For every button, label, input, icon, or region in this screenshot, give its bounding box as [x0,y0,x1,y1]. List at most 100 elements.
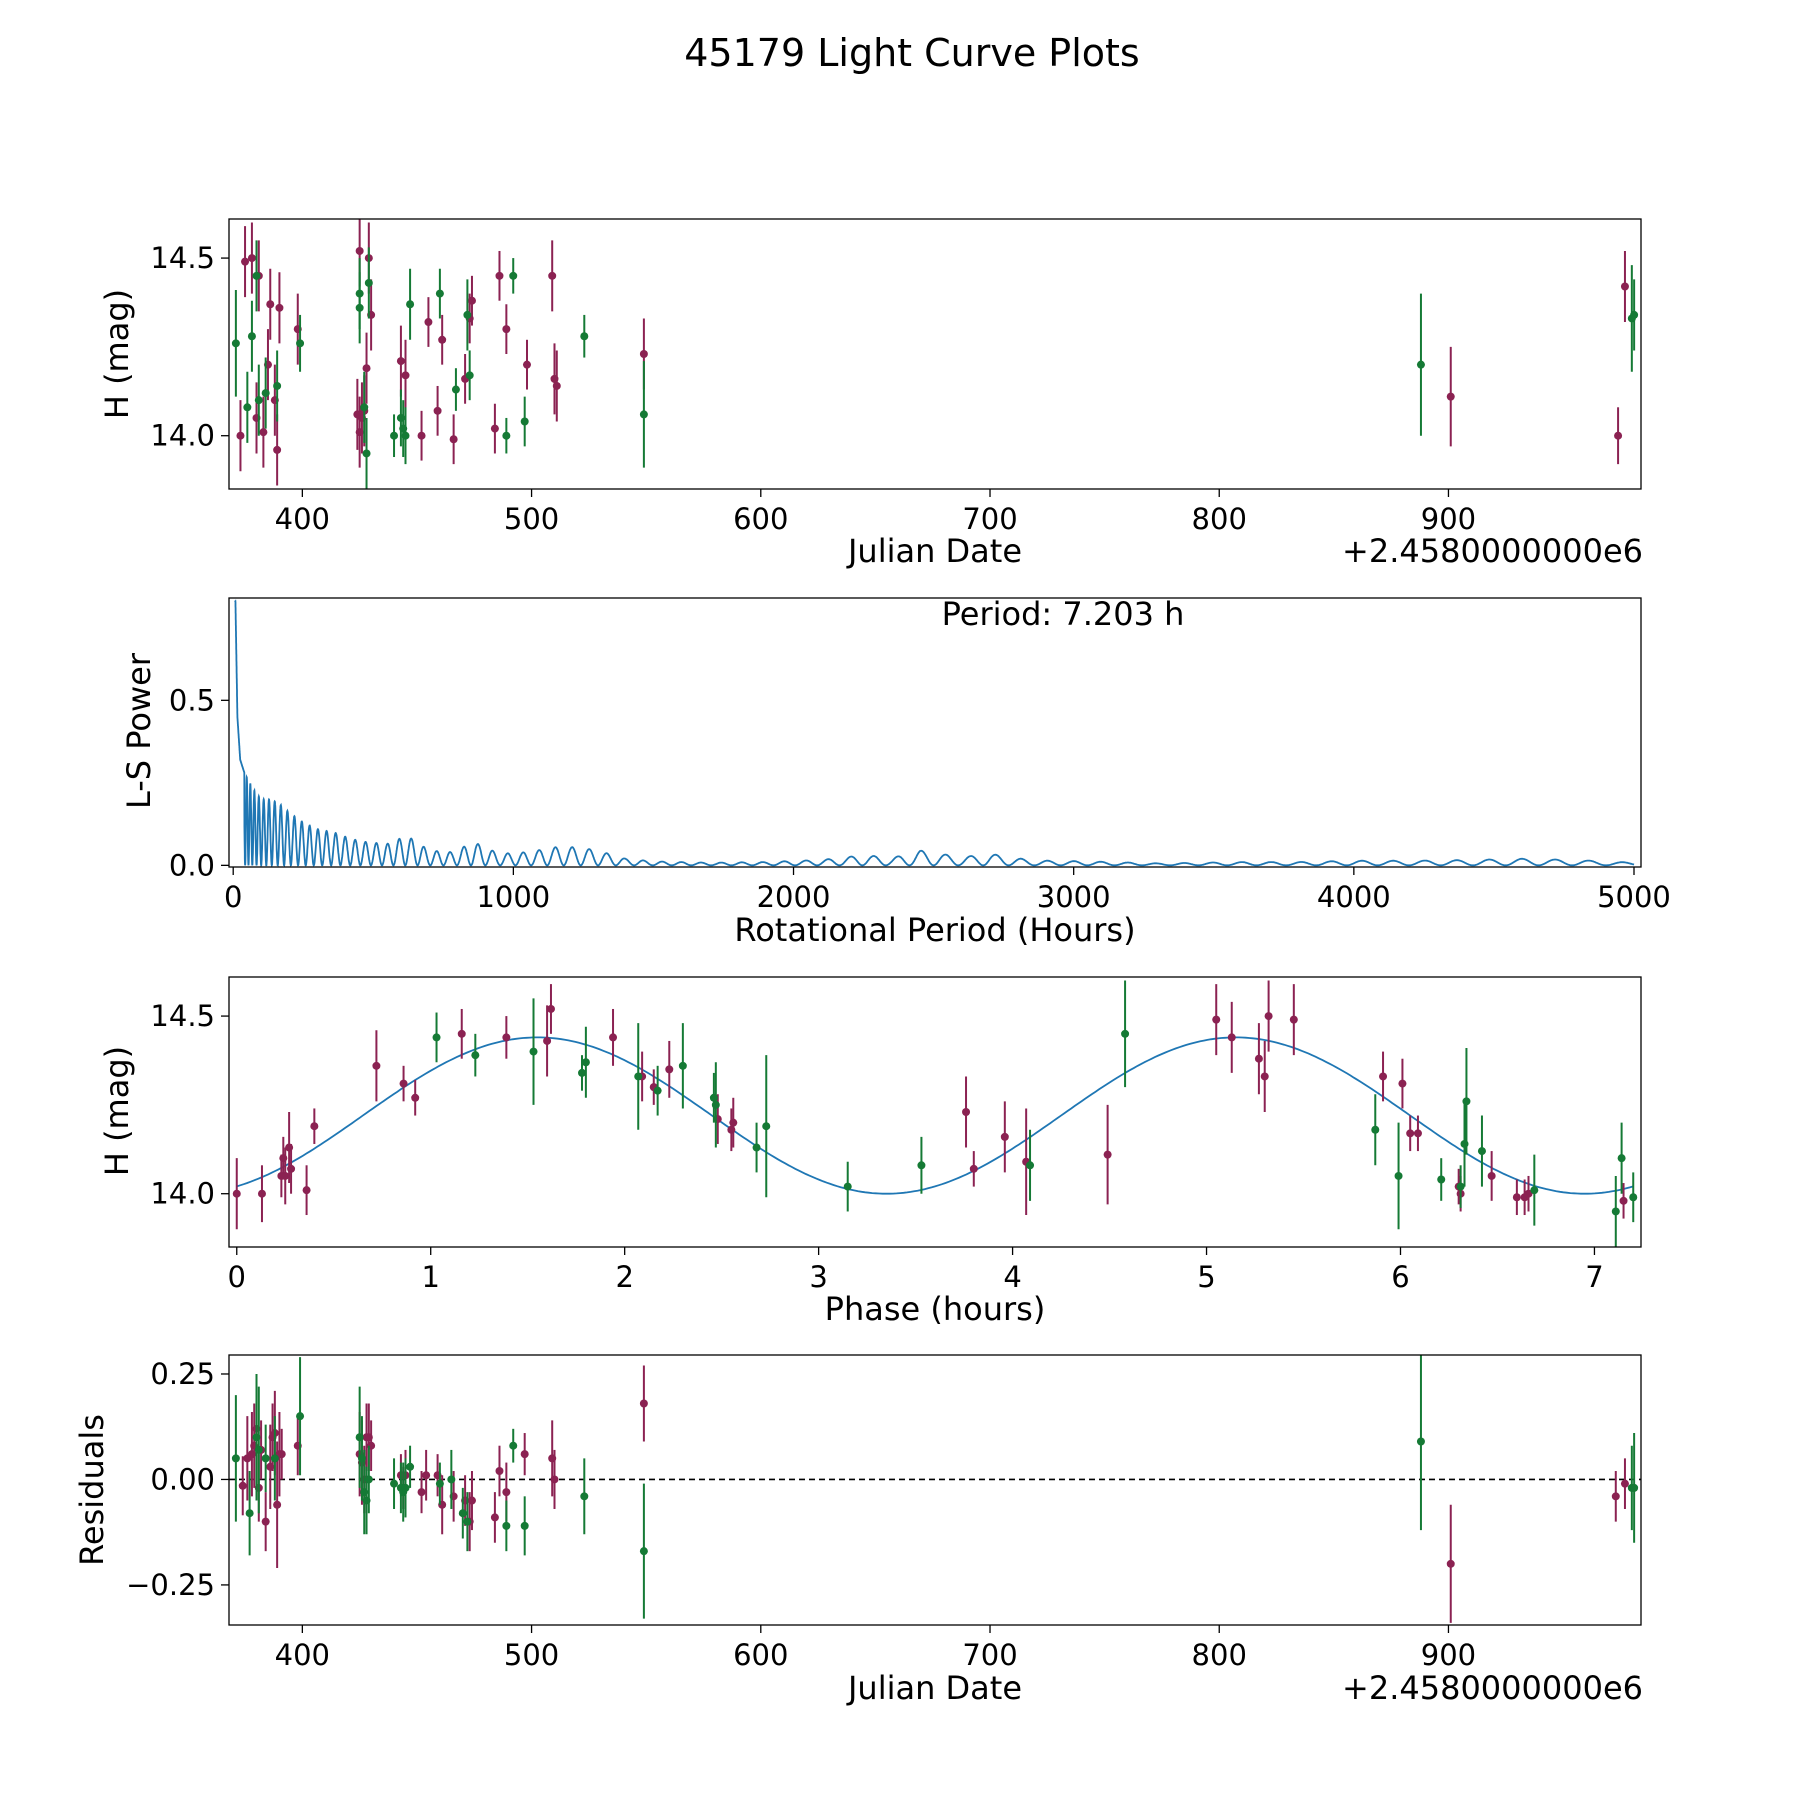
ls-xtick-label: 1000 [476,880,550,914]
phase-xtick-label: 5 [1197,1260,1215,1294]
phase-xtick-label: 7 [1585,1260,1603,1294]
phase-filter-b-point [1611,1207,1620,1216]
phase-filter-a-point [729,1118,738,1127]
residuals-xlabel: Julian Date [846,1669,1022,1707]
phase-filter-a-point [1512,1193,1521,1202]
phase-filter-b-point [917,1161,926,1170]
resid-filter-a-point [1446,1559,1455,1568]
resid-filter-a-point [520,1450,529,1459]
resid-filter-b-point [509,1441,518,1450]
phase-filter-a-point [1227,1033,1236,1042]
phase-filter-a-point [1619,1196,1628,1205]
phase-filter-b-point [1462,1097,1471,1106]
lc-filter-b-point [360,403,369,412]
resid-filter-b-point [296,1412,305,1421]
phase-filter-a-point [287,1164,296,1173]
residuals-ylabel: Residuals [73,1414,111,1566]
phase-filter-a-point [372,1061,381,1070]
phase-filter-a-point [962,1108,971,1116]
resid-filter-a-point [277,1450,286,1459]
resid-filter-a-point [467,1496,476,1505]
lc-filter-a-point [275,303,284,312]
resid-filter-a-point [639,1399,648,1408]
residuals-panel: Julian Date Residuals +2.4580000000e6 40… [73,1354,1643,1707]
phase-xlabel: Phase (hours) [825,1290,1046,1328]
phase-filter-b-point [581,1058,590,1067]
phase-filter-b-point [1371,1125,1380,1134]
resid-xtick-label: 900 [1421,1638,1476,1672]
lc-filter-b-point [451,385,460,394]
phase-filter-b-point [1617,1154,1626,1163]
phase-filter-b-point [711,1100,720,1109]
lc-xtick-label: 800 [1192,502,1247,536]
phase-xtick-label: 3 [809,1260,827,1294]
phase-filter-a-point [546,1004,555,1013]
lc-filter-a-point [548,271,557,280]
resid-axes-frame [228,1354,1642,1626]
phase-xtick-label: 4 [1003,1260,1021,1294]
lc-filter-b-point [406,300,415,309]
phase-filter-a-point [1264,1012,1273,1021]
periodogram-panel: Rotational Period (Hours) L-S Power Peri… [120,595,1671,949]
ls-ytick-label: 0.0 [169,848,215,882]
phase-filter-a-point [665,1065,674,1074]
light-curve-ylabel: H (mag) [98,289,136,419]
lc-filter-a-point [1620,282,1629,291]
periodogram-curve [234,599,1635,867]
resid-filter-b-point [639,1547,648,1556]
phase-filter-a-point [1254,1054,1263,1063]
lc-filter-b-point [520,417,529,426]
lc-filter-a-point [438,335,447,344]
residuals-offset-text: +2.4580000000e6 [1342,1669,1643,1707]
lc-filter-b-point [355,303,364,312]
lc-xtick-label: 600 [733,502,788,536]
resid-xtick-label: 700 [962,1638,1017,1672]
phase-filter-b-point [843,1182,852,1191]
lc-xtick-label: 900 [1421,502,1476,536]
lc-filter-b-point [364,278,373,287]
resid-filter-b-point [502,1521,511,1530]
light-curve-offset-text: +2.4580000000e6 [1342,532,1643,570]
phase-filter-a-point [257,1189,266,1198]
lc-filter-b-point [231,339,240,348]
ls-xtick-label: 5000 [1597,880,1671,914]
sinusoid-model-curve [236,1036,1634,1195]
lc-filter-a-point [1614,431,1623,440]
phase-filter-b-point [1456,1182,1465,1191]
phase-filter-b-point [653,1086,662,1095]
resid-ytick-label: 0.00 [150,1462,215,1496]
phase-filter-b-point [529,1047,538,1056]
resid-xtick-label: 600 [733,1638,788,1672]
lc-filter-a-point [433,406,442,415]
resid-ytick-label: 0.25 [150,1357,215,1391]
resid-filter-b-point [261,1454,270,1463]
phase-filter-b-point [1026,1161,1035,1170]
phase-filter-b-point [1394,1171,1403,1180]
lc-ytick-label: 14.5 [150,241,215,275]
phase-xtick-label: 6 [1391,1260,1409,1294]
phase-filter-a-point [232,1189,241,1198]
ls-data-group [234,599,1635,867]
resid-filter-a-point [273,1500,282,1509]
resid-filter-a-point [550,1475,559,1484]
lc-filter-a-point [401,371,410,380]
resid-filter-b-point [406,1462,415,1471]
resid-filter-b-point [520,1521,529,1530]
resid-filter-b-point [458,1509,467,1518]
lc-filter-a-point [417,431,426,440]
resid-filter-b-point [435,1479,444,1488]
phase-filter-b-point [752,1143,761,1152]
resid-filter-b-point [254,1445,263,1454]
lc-filter-b-point [401,431,410,440]
phase-filter-b-point [1477,1147,1486,1156]
phase-xtick-label: 1 [421,1260,439,1294]
phase-filter-b-point [471,1051,480,1060]
phase-filter-a-point [1524,1189,1533,1198]
phase-filter-b-point [1629,1193,1638,1202]
lc-filter-b-point [254,396,263,405]
phase-filter-b-point [578,1068,586,1077]
lc-filter-a-point [355,428,364,437]
lc-filter-b-point [580,332,589,341]
resid-filter-a-point [422,1471,431,1480]
lc-filter-b-point [247,332,256,341]
